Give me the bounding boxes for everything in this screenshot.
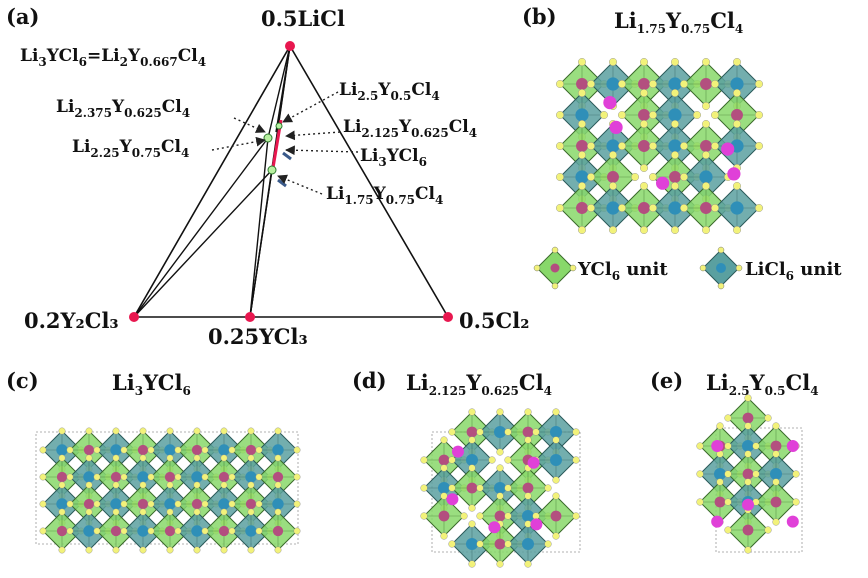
label-li3ycl6-eq: Li3YCl6=Li2Y0.667Cl4 xyxy=(20,46,206,69)
b-li-atom xyxy=(609,120,623,134)
e-li-atom xyxy=(742,498,754,511)
panel-d: (d) Li2.125Y0.625Cl4 xyxy=(352,368,581,568)
d-octahedron xyxy=(532,408,580,456)
crystal-structure-b xyxy=(556,58,763,234)
c-octahedron xyxy=(228,508,274,554)
marker-a xyxy=(282,151,292,161)
b-octahedron xyxy=(618,120,670,172)
b-li-atom xyxy=(603,96,617,110)
c-octahedron xyxy=(255,508,301,554)
panel-e-label: (e) xyxy=(650,368,683,393)
panel-a-label: (a) xyxy=(6,4,39,29)
d-octahedron xyxy=(504,520,552,568)
label-y2cl3: 0.2Y₂Cl₃ xyxy=(24,308,119,333)
e-li-atom xyxy=(711,440,724,452)
c-octahedron xyxy=(66,481,112,527)
panel-c: (c) Li3YCl6 xyxy=(6,368,301,554)
b-octahedron xyxy=(680,182,732,234)
c-octahedron xyxy=(201,427,247,473)
legend-licl6-icon xyxy=(699,246,743,290)
legend-ycl6-icon xyxy=(533,246,577,290)
b-octahedron xyxy=(711,120,763,172)
legend-ycl6-label: YCl6 unit xyxy=(577,259,668,283)
panel-b-title: Li1.75Y0.75Cl4 xyxy=(614,8,743,36)
label-cl2: 0.5Cl₂ xyxy=(459,308,529,333)
e-octahedron xyxy=(752,478,800,526)
label-li3ycl6: Li3YCl6 xyxy=(360,146,427,169)
panel-b: (b) Li1.75Y0.75Cl4 YCl6 unit LiCl6 un xyxy=(522,4,842,290)
legend-licl6-label: LiCl6 unit xyxy=(745,259,842,283)
point-li1.75 xyxy=(267,165,277,175)
vertex-ycl3 xyxy=(245,312,255,322)
annotation-arrows xyxy=(211,91,359,195)
label-li2.25: Li2.25Y0.75Cl4 xyxy=(72,137,189,160)
b-octahedron xyxy=(711,182,763,234)
e-octahedron xyxy=(696,450,744,498)
panel-e: (e) Li2.5Y0.5Cl4 xyxy=(650,368,819,554)
c-octahedron xyxy=(93,454,139,500)
panel-d-title: Li2.125Y0.625Cl4 xyxy=(406,370,552,398)
crystal-structure-c xyxy=(35,427,301,554)
c-octahedron xyxy=(201,508,247,554)
phase-triangle xyxy=(133,45,449,318)
crystal-structure-e xyxy=(696,394,803,554)
panel-e-title: Li2.5Y0.5Cl4 xyxy=(706,370,819,398)
c-octahedron xyxy=(39,481,85,527)
e-octahedron xyxy=(724,506,772,554)
panel-d-label: (d) xyxy=(352,368,387,393)
d-li-atom xyxy=(488,521,501,534)
c-octahedron xyxy=(66,508,112,554)
b-li-atom xyxy=(727,167,741,181)
b-li-atom xyxy=(656,176,670,190)
b-octahedron xyxy=(680,58,732,110)
d-li-atom xyxy=(446,493,459,506)
legend: YCl6 unit LiCl6 unit xyxy=(533,246,842,290)
b-octahedron xyxy=(711,89,763,141)
vertex-cl2 xyxy=(443,312,453,322)
d-li-atom xyxy=(452,445,464,458)
d-octahedron xyxy=(532,492,580,540)
e-octahedron xyxy=(724,394,772,442)
vertex-y2cl3 xyxy=(129,312,139,322)
label-ycl3: 0.25YCl₃ xyxy=(208,324,308,349)
e-li-atom xyxy=(711,515,724,528)
vertex-licl xyxy=(285,41,295,51)
e-octahedron xyxy=(724,450,772,498)
label-li2.5: Li2.5Y0.5Cl4 xyxy=(339,80,440,103)
tie-lines xyxy=(133,45,291,318)
b-octahedron xyxy=(618,182,670,234)
d-octahedron xyxy=(532,436,580,484)
d-octahedron xyxy=(420,492,468,540)
label-licl: 0.5LiCl xyxy=(261,6,345,31)
panel-b-label: (b) xyxy=(522,4,557,29)
c-octahedron xyxy=(147,454,193,500)
label-li1.75: Li1.75Y0.75Cl4 xyxy=(326,184,443,207)
e-li-atom xyxy=(786,440,799,452)
c-octahedron xyxy=(93,508,139,554)
c-octahedron xyxy=(120,508,166,554)
label-li2.125: Li2.125Y0.625Cl4 xyxy=(343,117,477,140)
marker-b xyxy=(277,178,287,188)
b-li-atom xyxy=(721,142,735,156)
panel-a: (a) xyxy=(6,4,529,349)
b-octahedron xyxy=(556,120,608,172)
e-li-atom xyxy=(786,515,799,528)
panel-c-title: Li3YCl6 xyxy=(112,370,191,398)
panel-c-label: (c) xyxy=(6,368,39,393)
point-li2.375 xyxy=(263,133,273,143)
d-li-atom xyxy=(530,518,543,531)
label-li2.375: Li2.375Y0.625Cl4 xyxy=(56,97,190,120)
e-octahedron xyxy=(724,422,772,470)
d-li-atom xyxy=(527,456,540,469)
point-li2.5 xyxy=(275,122,283,130)
crystal-structure-d xyxy=(420,408,581,568)
